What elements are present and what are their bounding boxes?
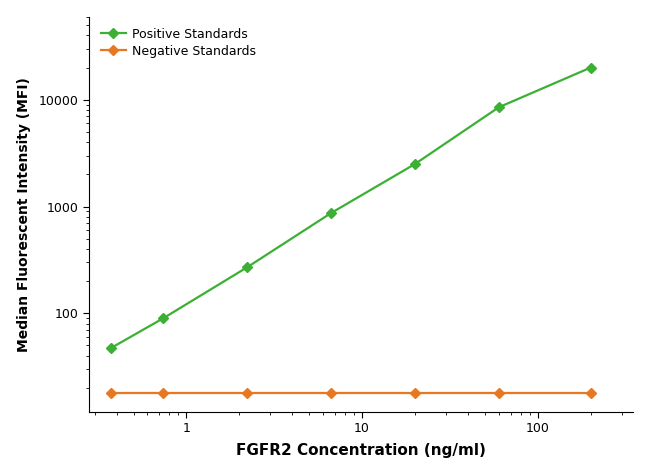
Positive Standards (587, 65, 595, 70)
Line: Positive Standards: Positive Standards (107, 64, 594, 352)
Negative Standards (495, 390, 502, 396)
Negative Standards (243, 390, 251, 396)
Positive Standards (159, 315, 167, 321)
Y-axis label: Median Fluorescent Intensity (MFI): Median Fluorescent Intensity (MFI) (17, 76, 31, 352)
X-axis label: FGFR2 Concentration (ng/ml): FGFR2 Concentration (ng/ml) (237, 443, 486, 458)
Negative Standards (587, 390, 595, 396)
Negative Standards (411, 390, 419, 396)
Positive Standards (328, 210, 335, 216)
Positive Standards (495, 104, 502, 110)
Positive Standards (243, 265, 251, 270)
Line: Negative Standards: Negative Standards (107, 390, 594, 396)
Negative Standards (159, 390, 167, 396)
Legend: Positive Standards, Negative Standards: Positive Standards, Negative Standards (96, 23, 261, 63)
Negative Standards (107, 390, 114, 396)
Negative Standards (328, 390, 335, 396)
Positive Standards (107, 345, 114, 351)
Positive Standards (411, 161, 419, 167)
